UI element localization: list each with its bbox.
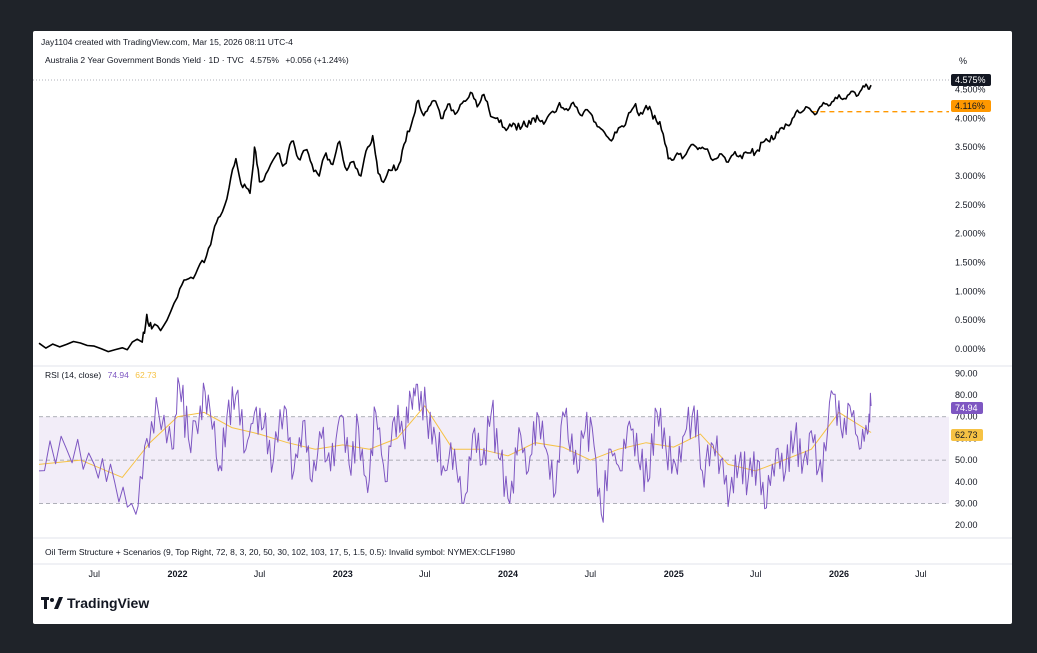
x-tick-label: Jul (750, 569, 762, 579)
price-y-tick-label: 3.000% (955, 171, 986, 181)
x-tick-label: 2022 (168, 569, 188, 579)
rsi-y-tick-label: 20.00 (955, 520, 978, 530)
price-y-tick-label: 1.000% (955, 286, 986, 296)
x-tick-label: Jul (585, 569, 597, 579)
x-tick-label: 2025 (664, 569, 684, 579)
rsi-y-tick-label: 70.00 (955, 412, 978, 422)
created-by-text: Jay1104 created with TradingView.com, Ma… (41, 37, 293, 47)
indicator-note: Oil Term Structure + Scenarios (9, Top R… (45, 547, 515, 557)
rsi-y-tick-label: 40.00 (955, 477, 978, 487)
x-tick-label: 2026 (829, 569, 849, 579)
x-tick-label: Jul (254, 569, 266, 579)
chart-canvas[interactable]: Jay1104 created with TradingView.com, Ma… (33, 31, 1012, 624)
price-y-tick-label: 0.000% (955, 344, 986, 354)
rsi-ma-value: 62.73 (135, 370, 157, 380)
rsi-y-tick-label: 30.00 (955, 498, 978, 508)
price-y-tick-label: 4.000% (955, 113, 986, 123)
price-y-tick-label: 2.000% (955, 229, 986, 239)
rsi-header: RSI (14, close) 74.94 62.73 (45, 370, 157, 380)
unit-label: % (959, 56, 967, 66)
x-tick-label: Jul (88, 569, 100, 579)
x-axis[interactable]: Jul 2022 Jul 2023 Jul 2024 Jul 2025 Jul 2026 Jul (88, 569, 926, 579)
price-y-axis: 0.000% 0.500% 1.000% 1.500% 2.000% 2.500% 3.00… (955, 85, 986, 354)
tradingview-logo-text: TradingView (67, 595, 150, 611)
price-y-tick-label: 1.500% (955, 258, 986, 268)
svg-text:4.116%: 4.116% (955, 101, 985, 111)
rsi-y-tick-label: 90.00 (955, 368, 978, 378)
price-y-tick-label: 4.500% (955, 85, 986, 95)
price-y-tick-label: 3.500% (955, 142, 986, 152)
rsi-value-badge: 74.94 (951, 402, 983, 414)
price-y-tick-label: 2.500% (955, 200, 986, 210)
rsi-label: RSI (14, close) (45, 370, 101, 380)
x-tick-label: Jul (915, 569, 927, 579)
rsi-y-tick-label: 50.00 (955, 455, 978, 465)
svg-text:4.575%: 4.575% (955, 75, 986, 85)
rsi-y-tick-label: 80.00 (955, 390, 978, 400)
svg-text:62.73: 62.73 (955, 430, 978, 440)
symbol-name: Australia 2 Year Government Bonds Yield … (45, 55, 244, 65)
symbol-change: +0.056 (+1.24%) (285, 55, 348, 65)
x-tick-label: Jul (419, 569, 431, 579)
symbol-line: Australia 2 Year Government Bonds Yield … (45, 55, 349, 65)
rsi-value: 74.94 (108, 370, 130, 380)
rsi-line (38, 377, 872, 523)
symbol-last-value: 4.575% (250, 55, 279, 65)
price-y-tick-label: 0.500% (955, 315, 986, 325)
price-series-line (38, 83, 872, 353)
svg-text:74.94: 74.94 (955, 403, 978, 413)
chart-card: Jay1104 created with TradingView.com, Ma… (33, 31, 1012, 624)
rsi-ma-badge: 62.73 (951, 429, 983, 441)
tradingview-logo-icon (41, 597, 63, 609)
reference-price-badge: 4.116% (951, 100, 991, 112)
x-tick-label: 2024 (498, 569, 518, 579)
last-price-badge: 4.575% (951, 74, 991, 86)
tradingview-logo[interactable]: TradingView (41, 595, 149, 611)
x-tick-label: 2023 (333, 569, 353, 579)
